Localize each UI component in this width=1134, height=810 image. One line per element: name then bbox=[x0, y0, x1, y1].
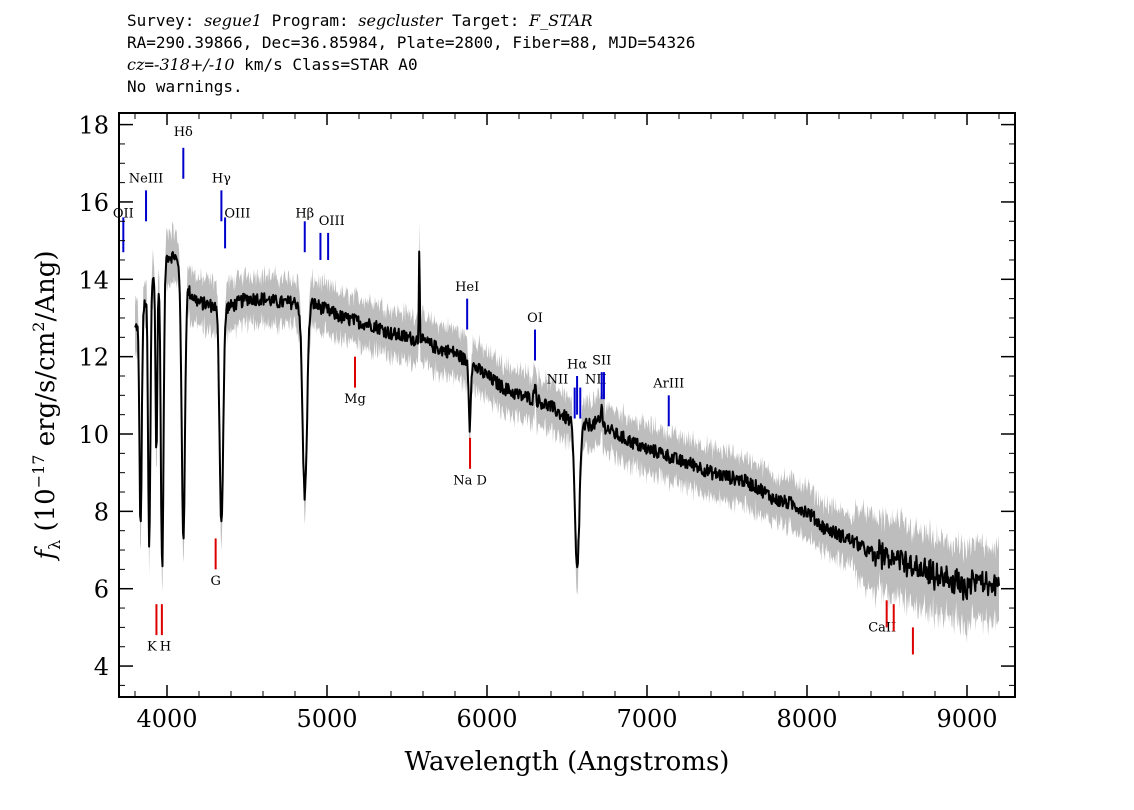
x-tick-label: 9000 bbox=[936, 705, 997, 733]
y-label-c: /Ang) bbox=[31, 250, 61, 321]
header-cz-eq: = bbox=[144, 55, 155, 74]
y-label-exp2: 2 bbox=[29, 322, 48, 332]
y-tick-label: 10 bbox=[78, 421, 109, 449]
emission-line-label: Hγ bbox=[212, 172, 231, 187]
y-tick-label: 6 bbox=[94, 576, 109, 604]
y-label-a: (10 bbox=[31, 488, 61, 540]
x-tick-label: 6000 bbox=[456, 705, 517, 733]
y-tick-label: 4 bbox=[94, 653, 109, 681]
emission-line-label: OIII bbox=[319, 214, 345, 229]
header-program-label: Program: bbox=[261, 11, 359, 30]
x-tick-label: 7000 bbox=[616, 705, 677, 733]
emission-line-label: Hβ bbox=[295, 206, 314, 221]
absorption-line-label: K bbox=[147, 640, 157, 655]
x-tick-label: 4000 bbox=[136, 705, 197, 733]
header-target-label: Target: bbox=[442, 11, 530, 30]
absorption-line-label: G bbox=[210, 574, 220, 589]
emission-line-label: Hδ bbox=[174, 125, 193, 140]
y-tick-label: 16 bbox=[78, 189, 109, 217]
header-line-warnings: No warnings. bbox=[127, 77, 243, 96]
header-line-redshift: cz=-318+/-10 km/s Class=STAR A0 bbox=[127, 54, 695, 76]
header-cz-value: -318+/-10 bbox=[154, 55, 235, 74]
emission-line-label: OIII bbox=[224, 206, 250, 221]
emission-line-label: NII bbox=[547, 373, 569, 388]
absorption-line-label: Na D bbox=[453, 473, 487, 488]
y-tick-label: 12 bbox=[78, 344, 109, 372]
plot-frame bbox=[118, 112, 1016, 698]
error-band bbox=[135, 221, 999, 644]
spectrum-line bbox=[134, 250, 1000, 601]
absorption-line-label: H bbox=[160, 640, 171, 655]
header-line-coords: RA=290.39866, Dec=36.85984, Plate=2800, … bbox=[127, 33, 696, 52]
emission-line-label: OI bbox=[527, 311, 543, 326]
y-tick-label: 8 bbox=[94, 498, 109, 526]
emission-line-label: SII bbox=[592, 353, 611, 368]
absorption-line-label: Mg bbox=[344, 392, 366, 407]
header-target-value: F_STAR bbox=[529, 11, 593, 30]
x-tick-label: 8000 bbox=[776, 705, 837, 733]
y-tick-label: 14 bbox=[78, 266, 109, 294]
y-axis-label: fλ (10−17 erg/s/cm2/Ang) bbox=[29, 250, 64, 561]
header-survey-value: segue1 bbox=[204, 11, 262, 30]
emission-line-label: OII bbox=[113, 206, 134, 221]
header-class: km/s Class=STAR A0 bbox=[234, 55, 418, 74]
error-band-area bbox=[135, 221, 999, 644]
x-axis-label: Wavelength (Angstroms) bbox=[405, 747, 730, 777]
x-tick-label: 5000 bbox=[296, 705, 357, 733]
emission-line-label: HeI bbox=[455, 280, 479, 295]
emission-line-label: ArIII bbox=[652, 377, 684, 392]
header-survey-label: Survey: bbox=[127, 11, 205, 30]
header-program-value: segcluster bbox=[358, 11, 443, 30]
spectrum-series bbox=[134, 250, 1000, 601]
emission-line-label: NeIII bbox=[129, 172, 163, 187]
y-label-exp: −17 bbox=[29, 455, 48, 489]
header-cz-label: cz bbox=[127, 55, 145, 74]
y-label-sub: λ bbox=[45, 540, 64, 550]
axes: 4000 5000 6000 7000 8000 9000 4 6 8 10 12 14 16 18 bbox=[78, 112, 1015, 733]
spectrum-header: Survey: segue1 Program: segcluster Targe… bbox=[127, 10, 695, 98]
header-line-survey: Survey: segue1 Program: segcluster Targe… bbox=[127, 10, 695, 32]
absorption-line-label: CaII bbox=[868, 620, 896, 635]
emission-line-label: Hα bbox=[567, 357, 587, 372]
y-tick-label: 18 bbox=[78, 112, 109, 140]
y-label-b: erg/s/cm bbox=[31, 332, 61, 455]
